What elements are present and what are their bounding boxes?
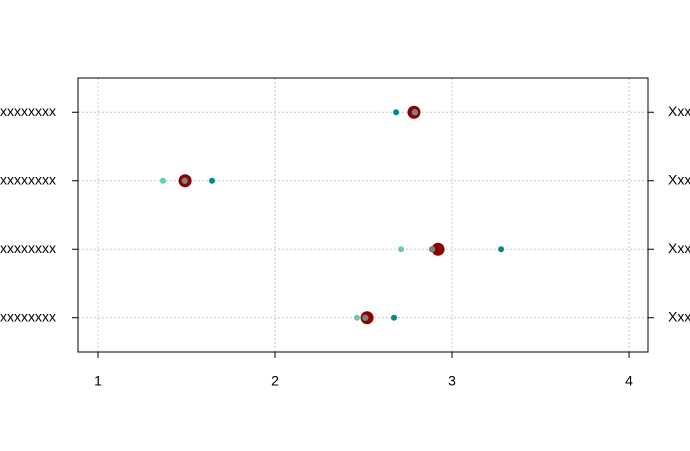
y-tick-label-right: Xxxxxxxxxxxx xyxy=(668,308,690,324)
y-tick-label: Xxxxxxxxxxxx xyxy=(0,240,56,256)
x-tick-label: 1 xyxy=(94,373,102,389)
y-tick-label-right: Xxxxxxxxxxxx xyxy=(668,103,690,119)
y-tick-label-right: Xxxxxxxxxxxx xyxy=(668,171,690,187)
plot-frame xyxy=(77,77,649,353)
y-tick-label-right: Xxxxxxxxxxxx xyxy=(668,240,690,256)
x-tick-label: 3 xyxy=(448,373,456,389)
point xyxy=(398,246,405,253)
point xyxy=(390,314,397,321)
x-tick-label: 2 xyxy=(271,373,279,389)
point xyxy=(498,246,505,253)
x-tick-label: 4 xyxy=(625,373,633,389)
point xyxy=(209,177,216,184)
y-tick-label: Xxxxxxxxxxxx xyxy=(0,308,56,324)
point xyxy=(362,314,369,321)
point xyxy=(431,242,445,256)
point xyxy=(428,246,436,253)
point xyxy=(393,109,400,116)
y-tick-label: Xxxxxxxxxxxx xyxy=(0,171,56,187)
point xyxy=(353,314,360,321)
point xyxy=(181,177,188,184)
point xyxy=(159,177,166,184)
y-tick-label: Xxxxxxxxxxxx xyxy=(0,103,56,119)
point xyxy=(411,109,419,116)
